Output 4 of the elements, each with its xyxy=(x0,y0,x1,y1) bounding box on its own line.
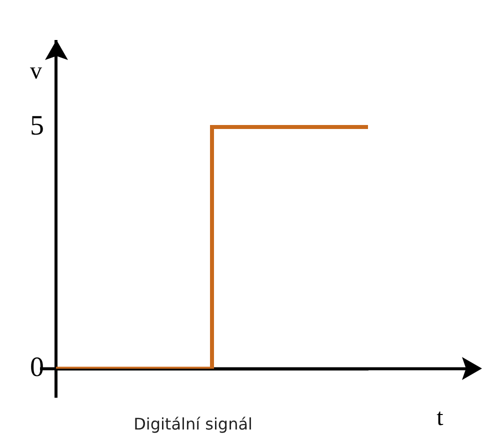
x-axis-title: t xyxy=(436,405,444,432)
y-axis-title: v xyxy=(30,58,42,84)
y-tick-label: 5 xyxy=(30,110,44,142)
text: Digitální signál xyxy=(134,414,252,434)
